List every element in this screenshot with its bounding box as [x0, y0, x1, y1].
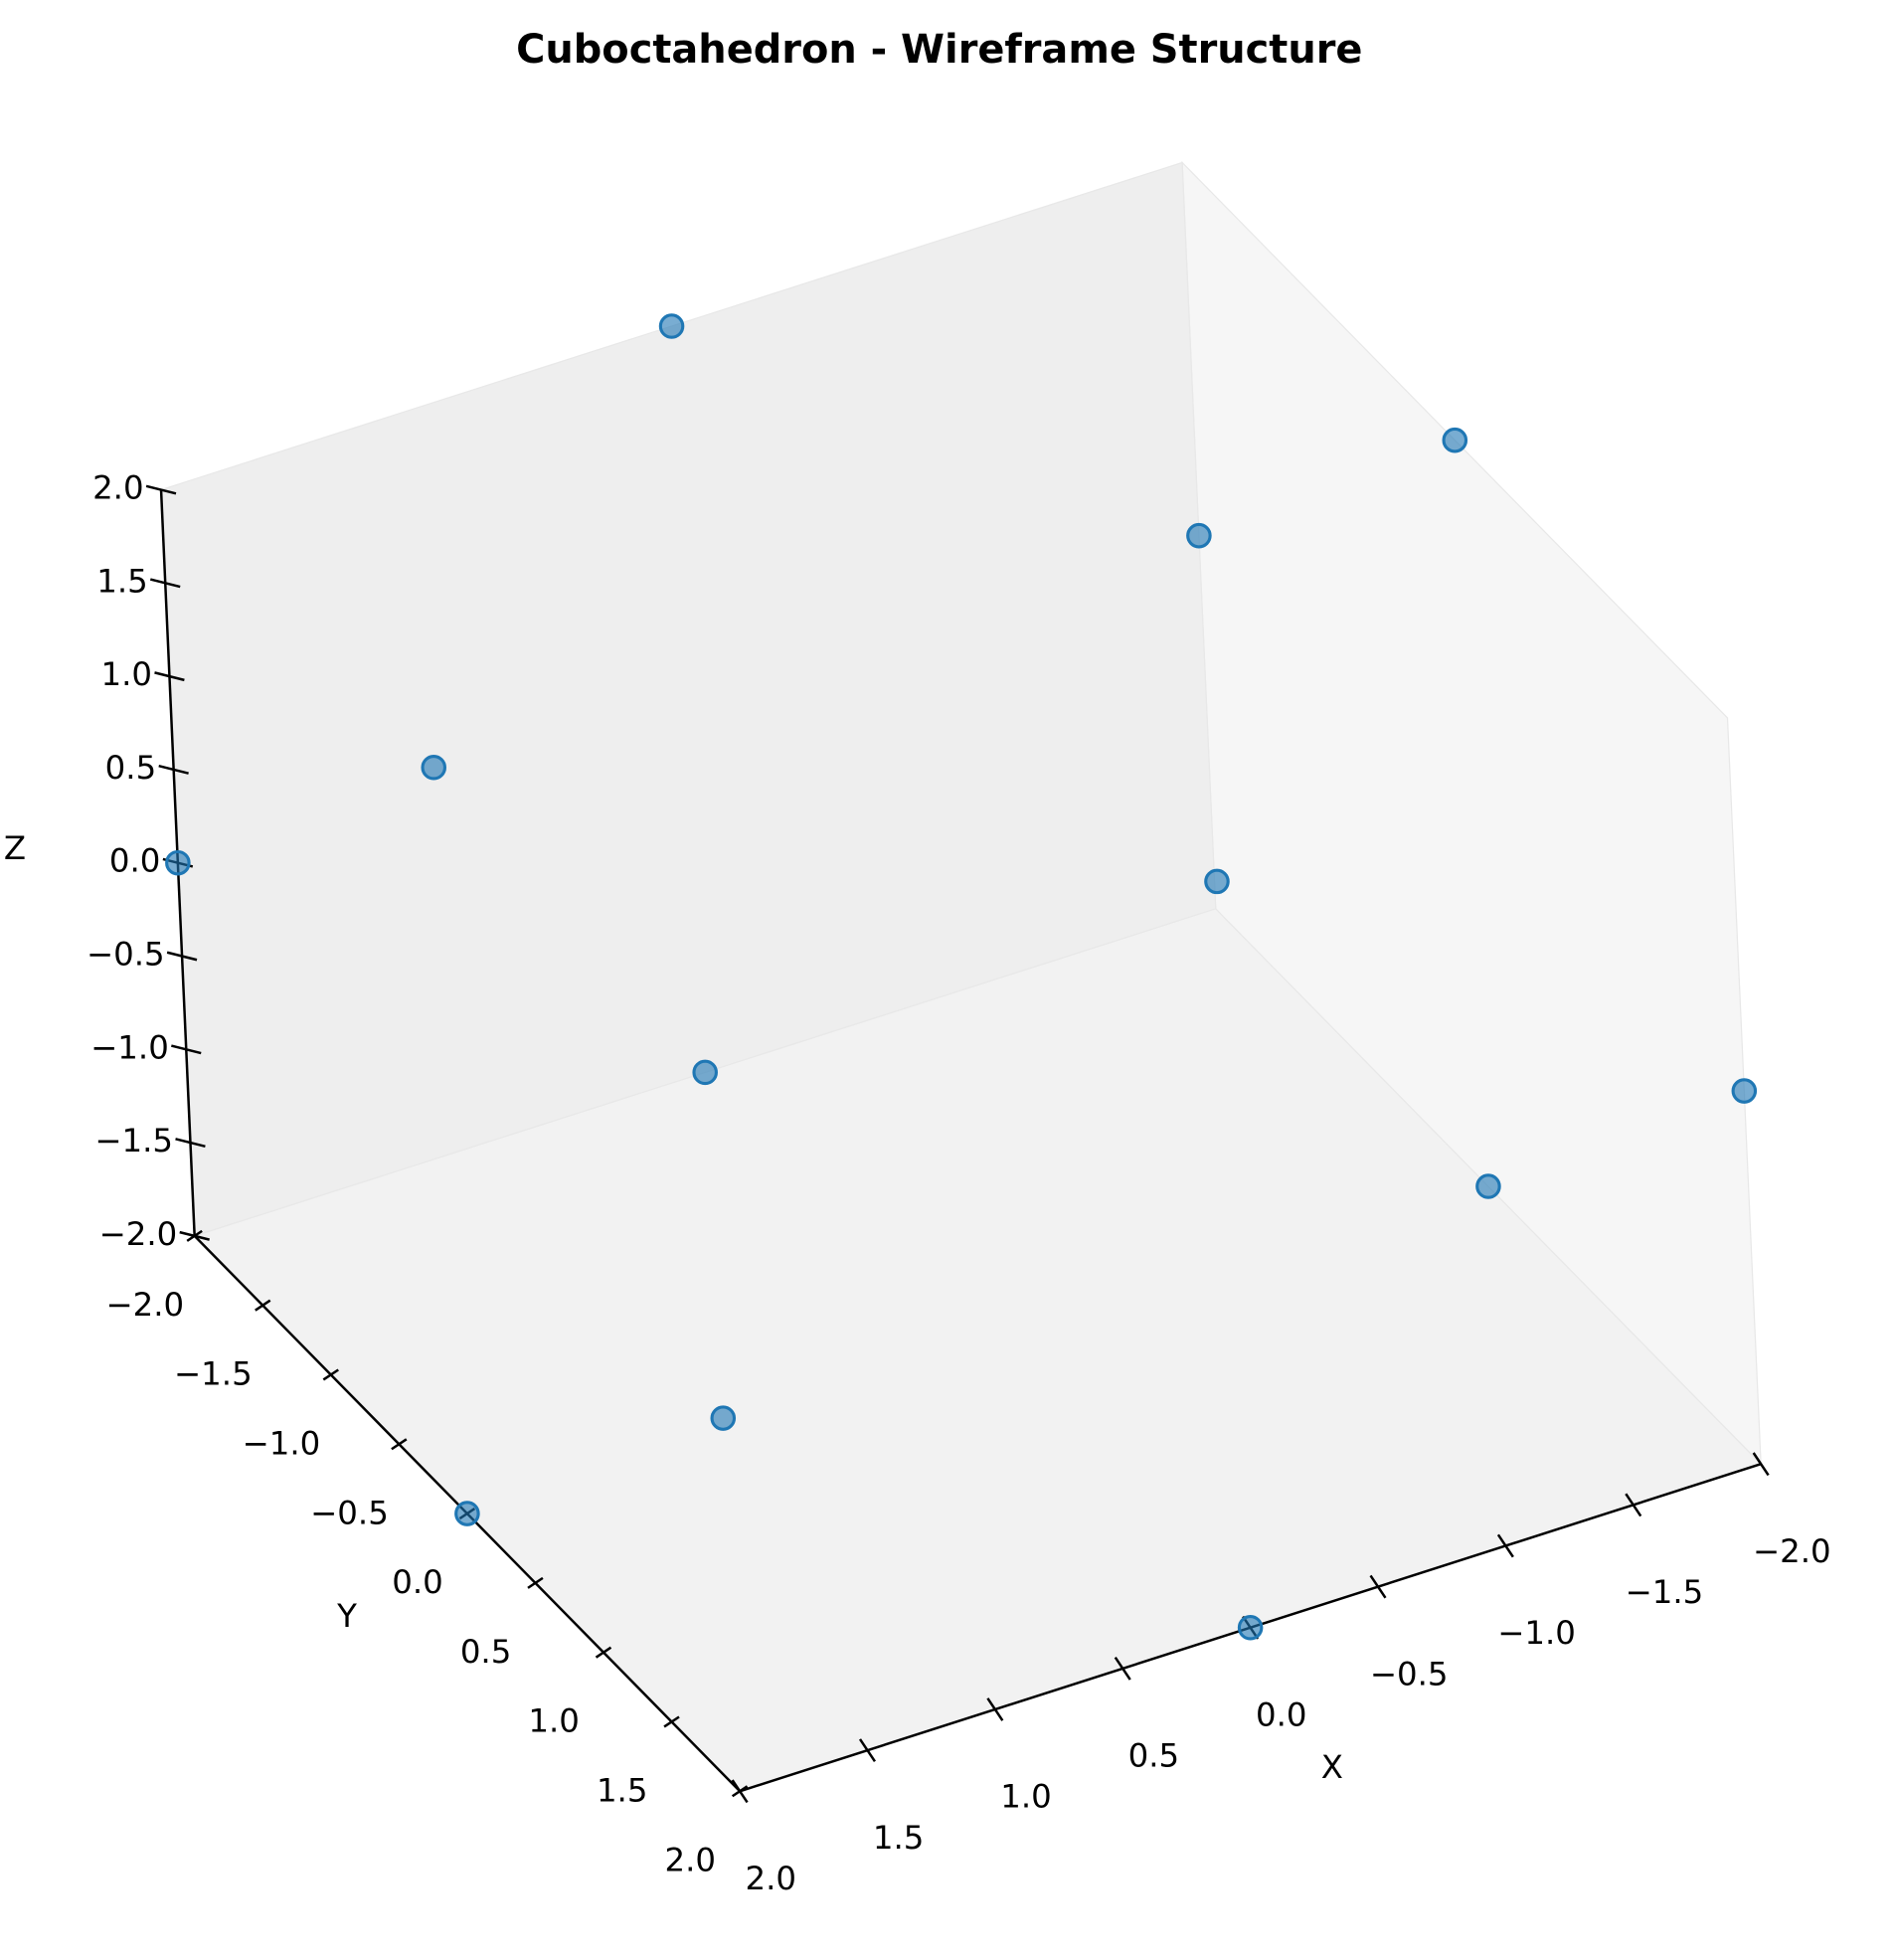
- x-tick-mark: [1752, 1452, 1770, 1477]
- point: [710, 1405, 737, 1431]
- point: [421, 754, 447, 781]
- x-tick-label: 2.0: [746, 1860, 797, 1897]
- point: [692, 1059, 718, 1086]
- z-tick-mark: [175, 1138, 206, 1149]
- x-tick-label: −0.5: [1370, 1655, 1449, 1693]
- z-tick-label: −0.5: [86, 936, 165, 974]
- x-tick-mark: [731, 1779, 749, 1804]
- y-tick-label: 2.0: [664, 1841, 716, 1878]
- y-axis-label: Y: [336, 1597, 357, 1635]
- x-tick-label: 1.0: [1000, 1778, 1052, 1816]
- y-tick-label: 0.5: [460, 1633, 512, 1671]
- x-tick-label: 0.0: [1256, 1695, 1307, 1733]
- z-tick-mark: [171, 1044, 202, 1055]
- y-tick-label: −0.5: [310, 1494, 389, 1531]
- x-tick-label: 1.5: [873, 1819, 925, 1857]
- chart-title: Cuboctahedron - Wireframe Structure: [516, 27, 1362, 73]
- y-tick-mark: [595, 1646, 612, 1659]
- z-tick-label: 1.5: [96, 562, 148, 600]
- y-tick-mark: [663, 1715, 680, 1728]
- y-tick-mark: [322, 1368, 339, 1381]
- point: [1475, 1173, 1501, 1199]
- y-tick-mark: [186, 1229, 203, 1242]
- y-tick-mark: [391, 1438, 408, 1451]
- z-tick-mark: [158, 764, 189, 775]
- z-tick-label: −1.0: [90, 1028, 169, 1066]
- x-tick-mark: [1496, 1533, 1514, 1558]
- z-tick-mark: [145, 484, 177, 495]
- z-tick-mark: [149, 578, 181, 589]
- point: [1442, 427, 1468, 453]
- y-tick-label: −2.0: [106, 1286, 185, 1324]
- point: [1204, 868, 1230, 895]
- z-tick-label: 2.0: [92, 469, 144, 507]
- x-axis-label: X: [1321, 1748, 1343, 1786]
- y-tick-mark: [527, 1576, 544, 1589]
- z-tick-label: 0.0: [109, 842, 161, 880]
- point: [1237, 1614, 1264, 1641]
- y-tick-label: 1.0: [528, 1702, 580, 1740]
- x-tick-mark: [1369, 1574, 1387, 1599]
- y-tick-label: 1.5: [597, 1772, 648, 1810]
- y-tick-label: 0.0: [392, 1563, 443, 1601]
- z-axis-label: Z: [4, 829, 26, 867]
- z-tick-label: −2.0: [99, 1215, 178, 1253]
- point: [1731, 1078, 1758, 1104]
- x-tick-label: 0.5: [1128, 1737, 1180, 1775]
- x-tick-label: −1.5: [1626, 1573, 1704, 1611]
- z-tick-label: −1.5: [94, 1122, 173, 1159]
- y-tick-mark: [255, 1299, 271, 1312]
- x-tick-mark: [858, 1738, 876, 1763]
- point: [454, 1501, 480, 1526]
- point: [165, 849, 191, 876]
- z-tick-label: 1.0: [100, 655, 152, 693]
- y-tick-label: −1.0: [243, 1425, 321, 1463]
- point: [658, 313, 685, 339]
- y-tick-label: −1.5: [174, 1355, 253, 1393]
- x-tick-mark: [1114, 1656, 1131, 1681]
- point: [1186, 522, 1212, 549]
- x-tick-label: −2.0: [1753, 1532, 1831, 1570]
- x-tick-mark: [986, 1697, 1004, 1721]
- z-tick-mark: [166, 951, 198, 962]
- x-tick-label: −1.0: [1497, 1614, 1576, 1652]
- z-tick-mark: [154, 671, 185, 682]
- x-tick-mark: [1625, 1493, 1642, 1517]
- z-tick-label: 0.5: [105, 749, 157, 787]
